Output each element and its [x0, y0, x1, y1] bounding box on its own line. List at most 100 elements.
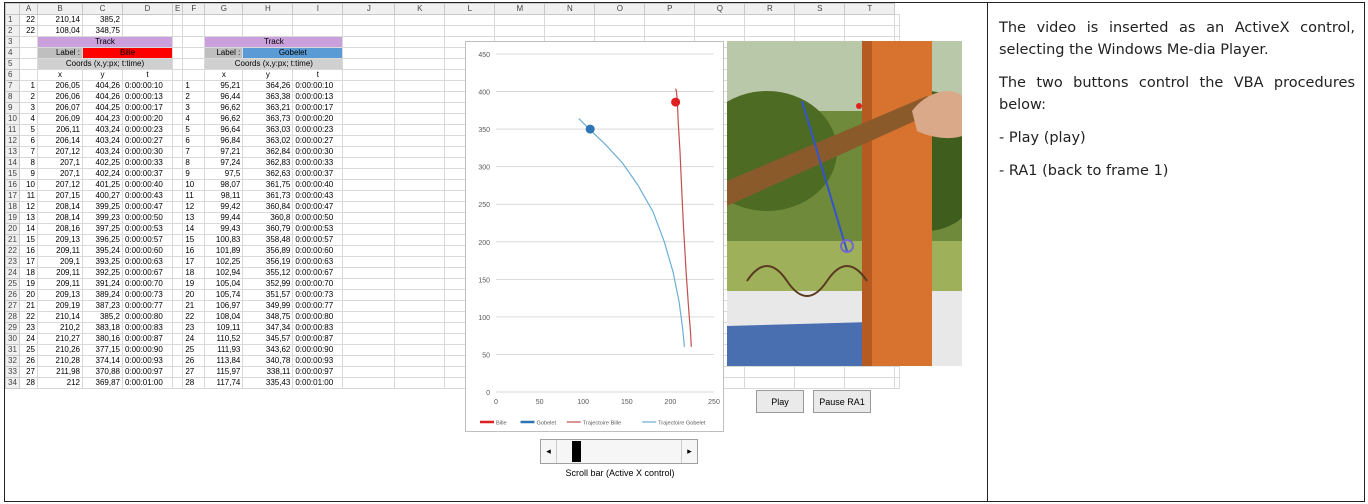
column-header-g[interactable]: G [204, 3, 244, 15]
cell[interactable]: 9 [19, 168, 38, 180]
column-header-h[interactable]: H [242, 3, 294, 15]
cell[interactable]: 363,38 [242, 91, 294, 103]
row-number[interactable]: 21 [5, 234, 20, 246]
cell[interactable] [171, 256, 184, 268]
cell[interactable]: 208,14 [37, 212, 83, 224]
cell[interactable] [182, 69, 206, 81]
cell[interactable]: 0:00:00:77 [292, 300, 344, 312]
cell[interactable]: 0:00:00:73 [122, 289, 173, 301]
cell[interactable]: 392,25 [82, 267, 123, 279]
cell[interactable]: 109,11 [204, 322, 244, 334]
col-x-header[interactable]: x [204, 69, 244, 81]
cell[interactable]: 0:00:00:70 [122, 278, 173, 290]
cell[interactable] [394, 146, 446, 158]
cell[interactable]: 0:00:00:40 [122, 179, 173, 191]
cell[interactable]: 0:00:00:93 [122, 355, 173, 367]
cell[interactable] [342, 146, 396, 158]
cell[interactable]: 385,2 [82, 14, 123, 26]
cell[interactable]: 0:00:00:67 [292, 267, 344, 279]
cell[interactable] [794, 366, 846, 378]
column-header-e[interactable]: E [171, 3, 184, 15]
cell[interactable] [342, 102, 396, 114]
cell[interactable]: 13 [19, 212, 38, 224]
cell[interactable]: 0:00:00:47 [292, 201, 344, 213]
cell[interactable]: 0:00:00:27 [292, 135, 344, 147]
cell[interactable] [694, 14, 746, 26]
cell[interactable]: 97,5 [204, 168, 244, 180]
row-number[interactable]: 12 [5, 135, 20, 147]
cell[interactable]: 396,25 [82, 234, 123, 246]
cell[interactable]: 343,62 [242, 344, 294, 356]
cell[interactable] [394, 58, 446, 70]
cell[interactable]: 5 [19, 124, 38, 136]
column-header-j[interactable]: J [342, 3, 396, 15]
cell[interactable] [894, 377, 901, 389]
cell[interactable]: 21 [19, 300, 38, 312]
cell[interactable]: 0:00:00:27 [122, 135, 173, 147]
cell[interactable]: 0:00:00:90 [122, 344, 173, 356]
cell[interactable]: 209,11 [37, 245, 83, 257]
row-number[interactable]: 6 [5, 69, 20, 81]
cell[interactable] [894, 366, 901, 378]
cell[interactable]: 99,44 [204, 212, 244, 224]
cell[interactable]: 7 [182, 146, 206, 158]
cell[interactable]: 399,25 [82, 201, 123, 213]
cell[interactable]: 24 [19, 333, 38, 345]
cell[interactable] [182, 36, 206, 48]
cell[interactable] [342, 289, 396, 301]
cell[interactable]: 207,12 [37, 179, 83, 191]
cell[interactable]: 11 [19, 190, 38, 202]
activex-scrollbar[interactable]: ◂ ▸ [540, 439, 698, 464]
cell[interactable] [544, 14, 596, 26]
cell[interactable]: 108,04 [204, 311, 244, 323]
cell[interactable]: 338,11 [242, 366, 294, 378]
cell[interactable] [342, 69, 396, 81]
cell[interactable]: 0:00:00:50 [292, 212, 344, 224]
cell[interactable] [394, 25, 446, 37]
cell[interactable] [394, 69, 446, 81]
cell[interactable]: 360,8 [242, 212, 294, 224]
cell[interactable]: 2 [182, 91, 206, 103]
cell[interactable]: 0:00:00:10 [292, 80, 344, 92]
cell[interactable]: 0:00:00:13 [122, 91, 173, 103]
cell[interactable]: 402,24 [82, 168, 123, 180]
cell[interactable] [171, 80, 184, 92]
cell[interactable]: 0:00:00:40 [292, 179, 344, 191]
cell[interactable]: 403,24 [82, 135, 123, 147]
cell[interactable]: 370,88 [82, 366, 123, 378]
coords-caption[interactable]: Coords (x,y:px; t:time) [204, 58, 344, 70]
label-caption[interactable]: Label : [204, 47, 244, 59]
cell[interactable] [342, 80, 396, 92]
cell[interactable] [342, 344, 396, 356]
cell[interactable] [171, 135, 184, 147]
cell[interactable]: 0:00:00:37 [292, 168, 344, 180]
cell[interactable] [394, 80, 446, 92]
cell[interactable]: 115,97 [204, 366, 244, 378]
cell[interactable]: 374,14 [82, 355, 123, 367]
cell[interactable]: 0:00:00:47 [122, 201, 173, 213]
cell[interactable]: 0:00:00:90 [292, 344, 344, 356]
cell[interactable] [844, 366, 896, 378]
cell[interactable]: 400,27 [82, 190, 123, 202]
cell[interactable] [171, 179, 184, 191]
cell[interactable]: 377,15 [82, 344, 123, 356]
cell[interactable] [342, 311, 396, 323]
cell[interactable]: 356,89 [242, 245, 294, 257]
cell[interactable] [494, 25, 546, 37]
cell[interactable] [394, 223, 446, 235]
cell[interactable]: 0:00:00:30 [292, 146, 344, 158]
cell[interactable]: 99,42 [204, 201, 244, 213]
col-t-header[interactable]: t [122, 69, 173, 81]
cell[interactable] [394, 157, 446, 169]
row-number[interactable]: 7 [5, 80, 20, 92]
cell[interactable]: 363,21 [242, 102, 294, 114]
row-number[interactable]: 16 [5, 179, 20, 191]
cell[interactable]: 206,14 [37, 135, 83, 147]
cell[interactable]: 335,43 [242, 377, 294, 389]
row-number[interactable]: 30 [5, 333, 20, 345]
cell[interactable]: 404,26 [82, 80, 123, 92]
cell[interactable]: 6 [182, 135, 206, 147]
cell[interactable]: 17 [182, 256, 206, 268]
cell[interactable] [342, 300, 396, 312]
cell[interactable]: 210,14 [37, 14, 83, 26]
